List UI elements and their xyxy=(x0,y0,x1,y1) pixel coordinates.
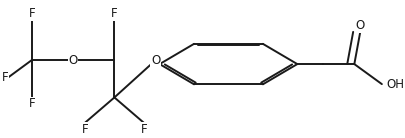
Text: F: F xyxy=(2,71,8,84)
Text: OH: OH xyxy=(386,78,404,91)
Text: O: O xyxy=(151,54,160,67)
Text: F: F xyxy=(28,97,35,110)
Text: F: F xyxy=(111,7,117,20)
Text: F: F xyxy=(28,7,35,20)
Text: F: F xyxy=(140,123,147,136)
Text: O: O xyxy=(68,54,77,67)
Text: O: O xyxy=(355,19,364,32)
Text: F: F xyxy=(81,123,88,136)
